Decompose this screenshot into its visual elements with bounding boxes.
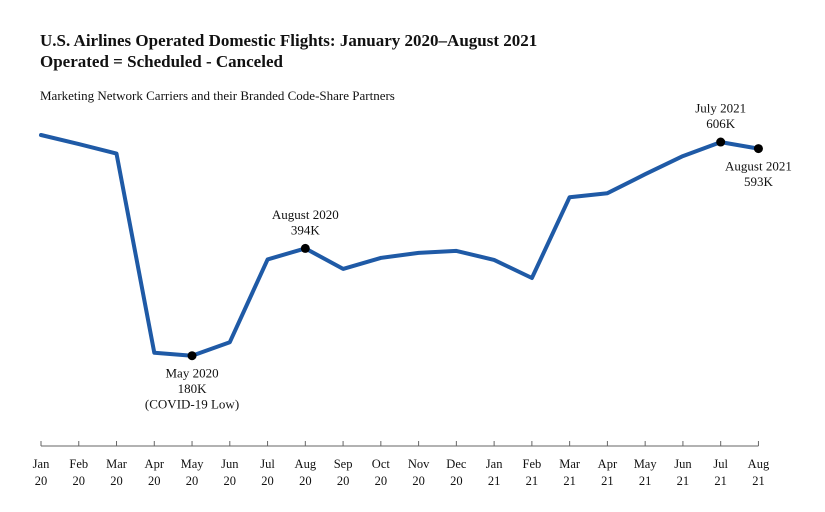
annotation-line: 606K bbox=[706, 116, 736, 131]
x-tick-year: 20 bbox=[35, 474, 48, 488]
annotation-line: 394K bbox=[291, 222, 321, 237]
annotation-line: August 2021 bbox=[725, 159, 792, 174]
x-tick-year: 20 bbox=[375, 474, 388, 488]
x-tick-year: 20 bbox=[450, 474, 463, 488]
series-layer bbox=[39, 133, 761, 358]
x-tick-month: Feb bbox=[69, 457, 88, 471]
x-tick-year: 20 bbox=[224, 474, 237, 488]
x-tick-label: Feb 20 bbox=[69, 457, 88, 488]
x-tick-month: Apr bbox=[598, 457, 618, 471]
data-point-annotation: May 2020 180K (COVID-19 Low) bbox=[145, 366, 239, 412]
x-tick-year: 21 bbox=[526, 474, 539, 488]
x-tick-year: 20 bbox=[412, 474, 425, 488]
x-tick-year: 20 bbox=[261, 474, 274, 488]
x-tick-label: May 20 bbox=[181, 457, 205, 488]
marker-layer bbox=[187, 137, 763, 361]
annotation-layer: May 2020 180K (COVID-19 Low) August 2020 394… bbox=[145, 101, 792, 412]
x-tick-month: May bbox=[634, 457, 658, 471]
data-point-marker bbox=[716, 137, 726, 147]
x-tick-month: Aug bbox=[295, 457, 317, 471]
chart-title-line2: Operated = Scheduled - Canceled bbox=[40, 52, 283, 71]
x-tick-label: Mar 20 bbox=[106, 457, 128, 488]
series-line bbox=[39, 133, 761, 358]
x-tick-year: 21 bbox=[488, 474, 501, 488]
x-tick-label: Nov 20 bbox=[408, 457, 430, 488]
chart-subtitle: Marketing Network Carriers and their Bra… bbox=[40, 88, 395, 103]
x-tick-year: 21 bbox=[639, 474, 652, 488]
x-tick-label: Jul 21 bbox=[713, 457, 728, 488]
x-tick-label: Feb 21 bbox=[523, 457, 542, 488]
x-tick-month: Jan bbox=[33, 457, 50, 471]
x-tick-month: May bbox=[181, 457, 205, 471]
x-tick-year: 20 bbox=[73, 474, 86, 488]
x-tick-month: Aug bbox=[748, 457, 770, 471]
x-tick-label: Jan 21 bbox=[486, 457, 503, 488]
x-tick-label: Mar 21 bbox=[559, 457, 581, 488]
x-tick-label: Apr 20 bbox=[145, 457, 165, 488]
x-tick-label: Jun 21 bbox=[674, 457, 692, 488]
x-tick-label: Dec 20 bbox=[446, 457, 467, 488]
annotation-line: 593K bbox=[744, 174, 774, 189]
x-tick-year: 20 bbox=[186, 474, 199, 488]
x-tick-month: Apr bbox=[145, 457, 165, 471]
annotation-line: May 2020 bbox=[165, 366, 218, 381]
annotation-line: July 2021 bbox=[695, 101, 746, 116]
x-tick-month: Jan bbox=[486, 457, 503, 471]
x-tick-year: 21 bbox=[677, 474, 690, 488]
x-tick-year: 21 bbox=[563, 474, 576, 488]
x-tick-year: 20 bbox=[299, 474, 312, 488]
x-tick-month: Jul bbox=[713, 457, 728, 471]
data-point-annotation: August 2021 593K bbox=[725, 159, 792, 190]
x-tick-label: Sep 20 bbox=[334, 457, 353, 488]
x-tick-label: Jul 20 bbox=[260, 457, 275, 488]
x-tick-month: Jul bbox=[260, 457, 275, 471]
data-point-marker bbox=[753, 144, 763, 154]
x-tick-month: Jun bbox=[221, 457, 239, 471]
x-tick-label: Jun 20 bbox=[221, 457, 239, 488]
x-tick-label: Aug 21 bbox=[748, 457, 770, 488]
x-tick-month: Sep bbox=[334, 457, 353, 471]
data-point-marker bbox=[187, 351, 197, 361]
x-tick-month: Mar bbox=[559, 457, 581, 471]
chart-title: U.S. Airlines Operated Domestic Flights:… bbox=[40, 31, 538, 50]
annotation-line: August 2020 bbox=[272, 207, 339, 222]
x-tick-month: Feb bbox=[523, 457, 542, 471]
x-tick-month: Oct bbox=[372, 457, 391, 471]
title-block: U.S. Airlines Operated Domestic Flights:… bbox=[40, 30, 537, 72]
data-point-annotation: August 2020 394K bbox=[272, 207, 339, 238]
x-tick-month: Nov bbox=[408, 457, 430, 471]
data-point-annotation: July 2021 606K bbox=[695, 101, 746, 132]
data-point-marker bbox=[300, 243, 310, 253]
x-tick-year: 20 bbox=[337, 474, 350, 488]
x-tick-month: Mar bbox=[106, 457, 128, 471]
x-axis: Jan 20 Feb 20 Mar 20 Apr 20 May 20 Jun 20 Jul 20 Aug 20… bbox=[33, 441, 770, 488]
x-tick-year: 20 bbox=[110, 474, 123, 488]
x-tick-label: Jan 20 bbox=[33, 457, 50, 488]
x-tick-month: Dec bbox=[446, 457, 467, 471]
x-tick-label: Apr 21 bbox=[598, 457, 618, 488]
x-tick-label: May 21 bbox=[634, 457, 658, 488]
annotation-line: (COVID-19 Low) bbox=[145, 397, 239, 412]
x-tick-year: 21 bbox=[714, 474, 727, 488]
x-tick-year: 21 bbox=[601, 474, 614, 488]
x-tick-label: Oct 20 bbox=[372, 457, 391, 488]
x-tick-label: Aug 20 bbox=[295, 457, 317, 488]
x-tick-month: Jun bbox=[674, 457, 692, 471]
annotation-line: 180K bbox=[178, 381, 208, 396]
x-tick-year: 21 bbox=[752, 474, 765, 488]
x-tick-year: 20 bbox=[148, 474, 161, 488]
